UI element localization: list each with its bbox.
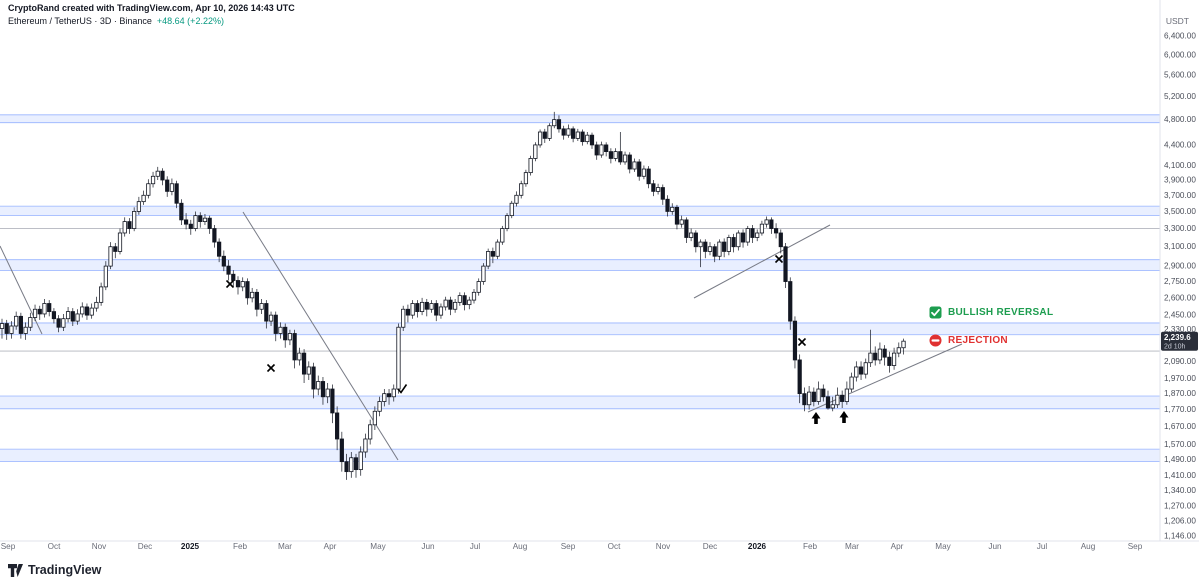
price-axis-label: 1,570.00 [1164,440,1196,449]
quote-currency-label: USDT [1165,16,1189,26]
price-axis-label: 1,670.00 [1164,422,1196,431]
time-axis-label: Feb [233,542,248,551]
price-axis-label: 3,900.00 [1164,175,1196,184]
support-resistance-band [0,259,1160,271]
price-axis-label: 1,970.00 [1164,374,1196,383]
no-entry-icon [929,334,942,347]
rejection-label: REJECTION [948,335,1008,346]
price-axis-label: 2,750.00 [1164,277,1196,286]
candles [0,111,906,480]
tradingview-logo[interactable]: TradingView [8,563,101,577]
price-axis-label: 2,450.00 [1164,311,1196,320]
time-axis-label: Mar [278,542,292,551]
time-axis-label: Oct [608,542,621,551]
price-axis-label: 5,600.00 [1164,70,1196,79]
price-change: +48.64 (+2.22%) [156,16,224,26]
time-axis-label: Sep [1,542,16,551]
price-axis-label: 1,340.00 [1164,486,1196,495]
price-axis-label: 1,770.00 [1164,405,1196,414]
rejection-callout: REJECTION [929,334,1008,347]
price-axis-label: 1,270.00 [1164,502,1196,511]
price-axis-label: 2,600.00 [1164,293,1196,302]
current-price-badge [1161,331,1198,351]
price-axis-label: 1,206.00 [1164,517,1196,526]
price-axis-label: 1,410.00 [1164,471,1196,480]
tradingview-logo-icon [8,563,23,577]
time-axis-label: May [935,542,951,551]
bar-countdown: 2d 10h [1164,344,1186,351]
support-resistance-band [0,114,1160,123]
price-axis-label: 2,900.00 [1164,262,1196,271]
price-axis-label: 3,700.00 [1164,191,1196,200]
check-box-icon [929,306,942,319]
price-axis-label: 3,100.00 [1164,242,1196,251]
tradingview-logo-text: TradingView [28,563,102,577]
time-axis-label: Nov [92,542,107,551]
price-axis-label: 1,870.00 [1164,389,1196,398]
time-axis-label: Dec [703,542,718,551]
price-axis-label: 1,490.00 [1164,455,1196,464]
time-axis-label: Oct [48,542,61,551]
price-axis-label: 4,800.00 [1164,115,1196,124]
time-axis-label: 2026 [748,542,767,551]
time-axis-label: Nov [656,542,671,551]
time-axis-label: Jul [1037,542,1048,551]
time-axis-label: 2025 [181,542,200,551]
time-axis-label: Sep [1128,542,1143,551]
price-axis-label: 3,300.00 [1164,224,1196,233]
price-axis-label: 1,146.00 [1164,532,1196,541]
time-axis-label: Mar [845,542,859,551]
trendline [242,211,399,461]
time-axis-label: Sep [561,542,576,551]
time-axis-label: Feb [803,542,818,551]
price-axis-label: 2,330.00 [1164,325,1196,334]
support-resistance-band [0,449,1160,462]
price-axis-label: 6,000.00 [1164,50,1196,59]
price-axis-label: 5,200.00 [1164,92,1196,101]
symbol-row: Ethereum / TetherUS · 3D · Binance +48.64… [8,16,224,26]
current-price-value: 2,239.6 [1164,333,1191,342]
support-resistance-band [0,322,1160,335]
price-axis-label: 2,090.00 [1164,357,1196,366]
bullish-reversal-callout: BULLISH REVERSAL [929,306,1053,319]
time-axis-label: Jun [988,542,1002,551]
up-arrow-mark [811,412,821,424]
time-axis-label: May [370,542,386,551]
price-axis-label: 4,400.00 [1164,140,1196,149]
time-axis-label: Dec [138,542,153,551]
time-axis-label: Apr [324,542,337,551]
time-axis-label: Jul [470,542,481,551]
time-axis-label: Aug [1081,542,1096,551]
price-axis-label: 3,500.00 [1164,207,1196,216]
support-resistance-band [0,395,1160,409]
trendline [693,224,831,299]
support-resistance-band [0,206,1160,216]
price-axis-label: 6,400.00 [1164,32,1196,41]
time-axis-label: Apr [891,542,904,551]
attribution-text: CryptoRand created with TradingView.com,… [8,3,295,13]
price-axis-label: 4,100.00 [1164,161,1196,170]
symbol-title[interactable]: Ethereum / TetherUS · 3D · Binance [8,16,152,26]
trendline [807,343,963,413]
bullish-reversal-label: BULLISH REVERSAL [948,307,1054,318]
up-arrow-mark [839,411,849,423]
time-axis-label: Jun [421,542,435,551]
check-mark [397,384,408,394]
time-axis-label: Aug [513,542,528,551]
